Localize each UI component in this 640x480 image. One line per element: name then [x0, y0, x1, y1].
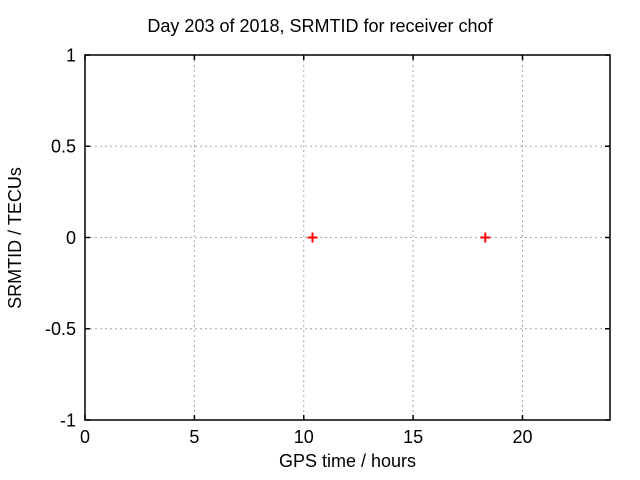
- y-tick-label: 0.5: [51, 137, 76, 157]
- y-tick-label: -0.5: [45, 319, 76, 339]
- x-tick-label: 0: [80, 427, 90, 447]
- chart-title: Day 203 of 2018, SRMTID for receiver cho…: [147, 16, 493, 36]
- x-tick-label: 10: [294, 427, 314, 447]
- y-axis-label: SRMTID / TECUs: [5, 167, 26, 309]
- x-tick-label: 20: [512, 427, 532, 447]
- x-tick-label: 5: [189, 427, 199, 447]
- data-point-marker: [307, 232, 318, 243]
- y-tick-label: -1: [60, 410, 76, 430]
- x-axis-label: GPS time / hours: [278, 451, 417, 471]
- data-point-marker: [480, 232, 491, 243]
- y-tick-label: 1: [66, 45, 76, 65]
- plot-border: [84, 54, 611, 421]
- x-tick-label: 15: [403, 427, 423, 447]
- y-tick-label: 0: [66, 228, 76, 248]
